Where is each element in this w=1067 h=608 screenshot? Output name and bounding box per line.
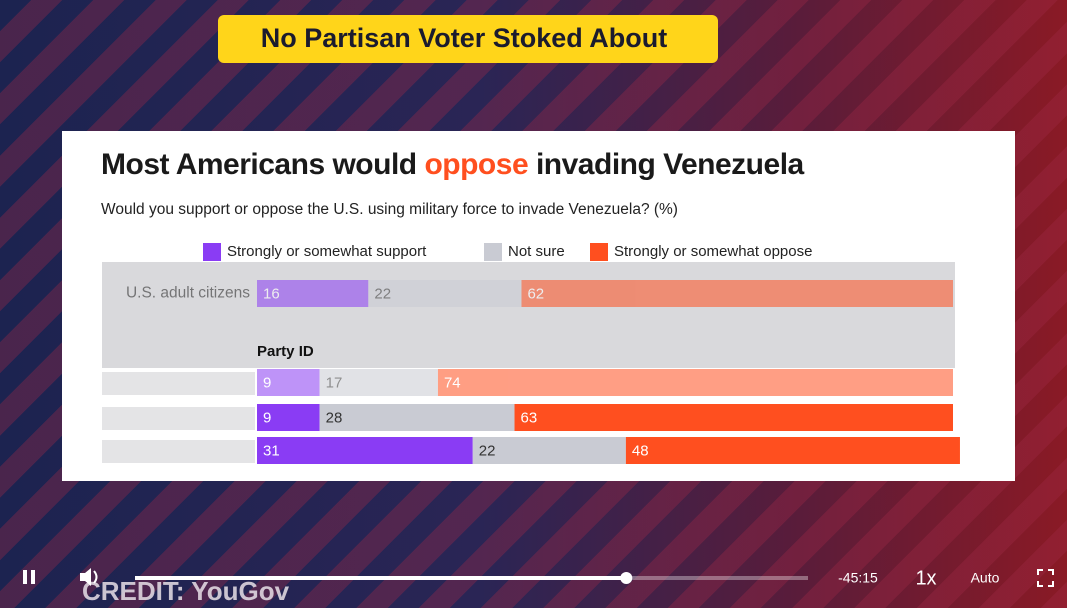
bar-segment: [472, 437, 626, 464]
volume-icon[interactable]: [80, 568, 91, 586]
bar-segment: [319, 369, 438, 396]
bar-row: U.S. adult citizens 16 22 62: [126, 280, 953, 307]
bar-segment: [257, 280, 369, 307]
banner-box: [218, 15, 718, 63]
speed-button[interactable]: 1x: [915, 567, 936, 589]
legend-label: Strongly or somewhat support: [227, 243, 427, 260]
data-label: 9: [263, 374, 271, 391]
volume-button[interactable]: [80, 568, 98, 586]
pause-button[interactable]: [23, 570, 35, 584]
data-label: 28: [326, 409, 343, 426]
legend-swatch: [590, 243, 608, 261]
banner-text: No Partisan Voter Stoked About: [261, 23, 668, 53]
chart-subtitle: Would you support or oppose the U.S. usi…: [101, 201, 678, 218]
data-label: 22: [374, 285, 391, 302]
data-label: 16: [263, 285, 280, 302]
progress-handle[interactable]: [620, 572, 633, 584]
credit: CREDIT: YouGov: [82, 576, 290, 606]
data-label: 22: [479, 442, 496, 459]
bar-segment: [625, 437, 960, 464]
title-text: Most Americans would: [101, 148, 424, 181]
data-label: 74: [444, 374, 461, 391]
dim-band: [102, 262, 955, 368]
title-text: invading Venezuela: [528, 148, 804, 181]
bar-segment: [319, 404, 515, 431]
chart-title: Most Americans would oppose invading Ven…: [101, 148, 805, 181]
data-label: 17: [326, 374, 343, 391]
bar-segment: [257, 404, 320, 431]
data-label: 62: [527, 285, 544, 302]
time-remaining: -45:15: [838, 570, 878, 586]
data-label: 63: [521, 409, 538, 426]
title-highlight: oppose: [424, 148, 528, 181]
category-band: [102, 372, 255, 395]
pause-icon[interactable]: [23, 570, 27, 584]
fullscreen-icon[interactable]: [1037, 569, 1054, 587]
category-band: [102, 407, 255, 430]
bar-segment: [514, 404, 953, 431]
fullscreen-button[interactable]: [1037, 569, 1054, 587]
bar-segment: [437, 369, 954, 396]
quality-button[interactable]: Auto: [971, 570, 1000, 586]
bar-segment: [521, 280, 953, 307]
bar-row: Democrats91774: [175, 369, 954, 396]
bar-row: Independents92863: [156, 404, 953, 431]
legend-label: Not sure: [508, 243, 565, 260]
legend-swatch: [484, 243, 502, 261]
data-label: 9: [263, 409, 271, 426]
group-label: Party ID: [257, 343, 314, 360]
data-label: 31: [263, 442, 280, 459]
legend-swatch: [203, 243, 221, 261]
pause-icon[interactable]: [31, 570, 35, 584]
data-label: 48: [632, 442, 649, 459]
bar-row: Republicans312248: [165, 437, 960, 464]
bar-segment: [368, 280, 522, 307]
category-label: U.S. adult citizens: [126, 285, 250, 302]
bar-segment: [257, 437, 473, 464]
progress-played[interactable]: [135, 576, 627, 580]
legend-label: Strongly or somewhat oppose: [614, 243, 812, 260]
volume-icon[interactable]: [93, 570, 98, 584]
bar-segment: [257, 369, 320, 396]
category-band: [102, 440, 255, 463]
